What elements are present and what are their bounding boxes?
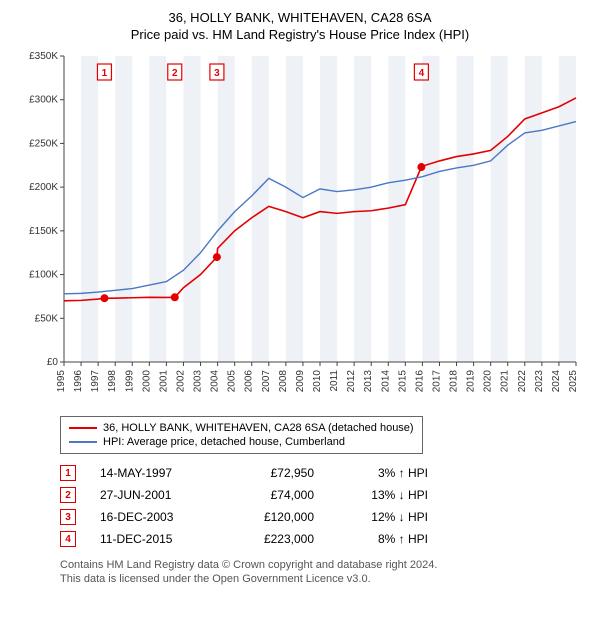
svg-text:2025: 2025 [568, 370, 579, 393]
transaction-price: £120,000 [234, 510, 314, 524]
svg-text:2003: 2003 [193, 370, 204, 393]
transaction-table: 1 14-MAY-1997 £72,950 3% ↑ HPI 2 27-JUN-2001 £… [60, 462, 576, 550]
transaction-row: 3 16-DEC-2003 £120,000 12% ↓ HPI [60, 506, 576, 528]
svg-text:2008: 2008 [278, 370, 289, 393]
svg-text:£50K: £50K [35, 313, 59, 324]
svg-text:2022: 2022 [517, 370, 528, 393]
legend-item: 36, HOLLY BANK, WHITEHAVEN, CA28 6SA (de… [69, 421, 414, 435]
transaction-row: 4 11-DEC-2015 £223,000 8% ↑ HPI [60, 528, 576, 550]
transaction-delta: 8% ↑ HPI [338, 532, 428, 546]
svg-text:2000: 2000 [141, 370, 152, 393]
svg-text:2015: 2015 [397, 370, 408, 393]
title-address: 36, HOLLY BANK, WHITEHAVEN, CA28 6SA [10, 10, 590, 25]
footer-line1: Contains HM Land Registry data © Crown c… [60, 558, 576, 572]
legend-swatch [69, 441, 97, 443]
svg-text:2012: 2012 [346, 370, 357, 393]
price-chart: £0 £50K £100K £150K £200K £250K £300K £350K 1995… [20, 50, 580, 410]
transaction-marker: 3 [60, 509, 76, 525]
svg-text:2014: 2014 [380, 370, 391, 393]
svg-text:1: 1 [102, 68, 108, 79]
transaction-marker: 1 [60, 465, 76, 481]
svg-text:2021: 2021 [500, 370, 511, 393]
svg-text:2005: 2005 [227, 370, 238, 393]
legend-label: 36, HOLLY BANK, WHITEHAVEN, CA28 6SA (de… [103, 422, 414, 434]
legend-swatch [69, 427, 97, 429]
svg-text:2019: 2019 [466, 370, 477, 393]
transaction-price: £223,000 [234, 532, 314, 546]
chart-legend: 36, HOLLY BANK, WHITEHAVEN, CA28 6SA (de… [60, 416, 423, 454]
legend-label: HPI: Average price, detached house, Cumb… [103, 436, 345, 448]
transaction-delta: 13% ↓ HPI [338, 488, 428, 502]
transaction-date: 16-DEC-2003 [100, 510, 210, 524]
transaction-date: 14-MAY-1997 [100, 466, 210, 480]
transaction-row: 1 14-MAY-1997 £72,950 3% ↑ HPI [60, 462, 576, 484]
svg-text:4: 4 [419, 68, 425, 79]
svg-text:£350K: £350K [29, 51, 58, 62]
svg-text:2001: 2001 [158, 370, 169, 393]
svg-text:£250K: £250K [29, 138, 58, 149]
svg-text:2006: 2006 [244, 370, 255, 393]
transaction-price: £72,950 [234, 466, 314, 480]
svg-text:£300K: £300K [29, 95, 58, 106]
attribution-footer: Contains HM Land Registry data © Crown c… [60, 558, 576, 587]
svg-text:£150K: £150K [29, 226, 58, 237]
svg-text:2004: 2004 [210, 370, 221, 393]
transaction-delta: 3% ↑ HPI [338, 466, 428, 480]
svg-text:1998: 1998 [107, 370, 118, 393]
svg-text:1995: 1995 [56, 370, 67, 393]
svg-text:2013: 2013 [363, 370, 374, 393]
svg-text:2: 2 [172, 68, 178, 79]
transaction-delta: 12% ↓ HPI [338, 510, 428, 524]
transaction-marker: 2 [60, 487, 76, 503]
footer-line2: This data is licensed under the Open Gov… [60, 572, 576, 586]
svg-text:2020: 2020 [483, 370, 494, 393]
svg-text:2010: 2010 [312, 370, 323, 393]
title-subtitle: Price paid vs. HM Land Registry's House … [10, 27, 590, 42]
legend-item: HPI: Average price, detached house, Cumb… [69, 435, 414, 449]
svg-text:2002: 2002 [175, 370, 186, 393]
svg-text:2007: 2007 [261, 370, 272, 393]
transaction-marker: 4 [60, 531, 76, 547]
svg-text:2018: 2018 [449, 370, 460, 393]
title-block: 36, HOLLY BANK, WHITEHAVEN, CA28 6SA Pri… [10, 10, 590, 42]
transaction-date: 27-JUN-2001 [100, 488, 210, 502]
svg-text:2023: 2023 [534, 370, 545, 393]
svg-text:2009: 2009 [295, 370, 306, 393]
transaction-date: 11-DEC-2015 [100, 532, 210, 546]
svg-text:2017: 2017 [431, 370, 442, 393]
svg-text:£100K: £100K [29, 270, 58, 281]
svg-text:3: 3 [214, 68, 220, 79]
transaction-row: 2 27-JUN-2001 £74,000 13% ↓ HPI [60, 484, 576, 506]
svg-text:1997: 1997 [90, 370, 101, 393]
svg-text:1999: 1999 [124, 370, 135, 393]
svg-text:2024: 2024 [551, 370, 562, 393]
svg-text:£0: £0 [47, 357, 59, 368]
svg-text:2016: 2016 [414, 370, 425, 393]
transaction-price: £74,000 [234, 488, 314, 502]
svg-text:1996: 1996 [73, 370, 84, 393]
svg-text:£200K: £200K [29, 182, 58, 193]
svg-text:2011: 2011 [329, 370, 340, 392]
